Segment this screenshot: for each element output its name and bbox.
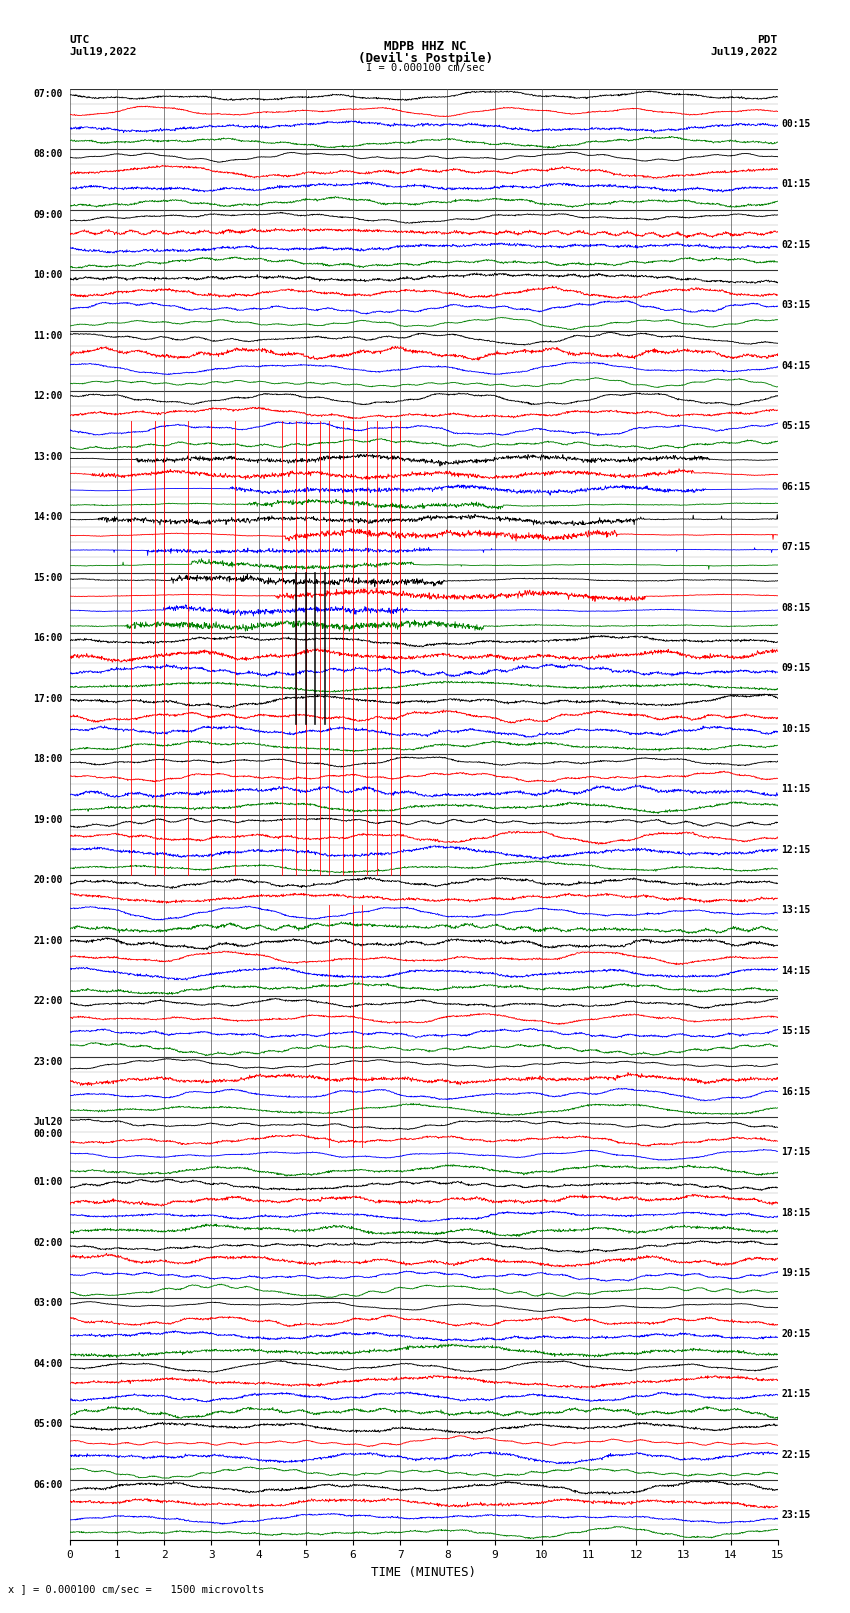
Text: 09:00: 09:00 bbox=[33, 210, 63, 219]
Text: 20:00: 20:00 bbox=[33, 876, 63, 886]
Text: 00:00: 00:00 bbox=[33, 1129, 63, 1139]
Text: 20:15: 20:15 bbox=[781, 1329, 811, 1339]
Text: PDT: PDT bbox=[757, 35, 778, 45]
Text: 05:00: 05:00 bbox=[33, 1419, 63, 1429]
Text: 14:15: 14:15 bbox=[781, 966, 811, 976]
Text: 02:15: 02:15 bbox=[781, 240, 811, 250]
Text: 18:00: 18:00 bbox=[33, 755, 63, 765]
Text: 08:00: 08:00 bbox=[33, 150, 63, 160]
Text: 15:00: 15:00 bbox=[33, 573, 63, 582]
Text: 01:15: 01:15 bbox=[781, 179, 811, 189]
Text: 17:15: 17:15 bbox=[781, 1147, 811, 1157]
Text: 07:15: 07:15 bbox=[781, 542, 811, 552]
Text: 13:00: 13:00 bbox=[33, 452, 63, 461]
Text: 21:00: 21:00 bbox=[33, 936, 63, 945]
Text: 15:15: 15:15 bbox=[781, 1026, 811, 1036]
Text: 06:15: 06:15 bbox=[781, 482, 811, 492]
Text: 18:15: 18:15 bbox=[781, 1208, 811, 1218]
Text: MDPB HHZ NC: MDPB HHZ NC bbox=[383, 40, 467, 53]
Text: Jul19,2022: Jul19,2022 bbox=[70, 47, 137, 56]
Text: 03:00: 03:00 bbox=[33, 1298, 63, 1308]
Text: 23:15: 23:15 bbox=[781, 1510, 811, 1519]
Text: (Devil's Postpile): (Devil's Postpile) bbox=[358, 52, 492, 65]
Text: 08:15: 08:15 bbox=[781, 603, 811, 613]
Text: Jul20: Jul20 bbox=[33, 1118, 63, 1127]
Text: 22:00: 22:00 bbox=[33, 997, 63, 1007]
Text: Jul19,2022: Jul19,2022 bbox=[711, 47, 778, 56]
Text: 07:00: 07:00 bbox=[33, 89, 63, 98]
Text: 12:00: 12:00 bbox=[33, 392, 63, 402]
Text: 11:00: 11:00 bbox=[33, 331, 63, 340]
Text: 03:15: 03:15 bbox=[781, 300, 811, 310]
Text: 17:00: 17:00 bbox=[33, 694, 63, 703]
Text: 19:15: 19:15 bbox=[781, 1268, 811, 1277]
Text: 09:15: 09:15 bbox=[781, 663, 811, 673]
Text: 16:15: 16:15 bbox=[781, 1087, 811, 1097]
Text: 04:00: 04:00 bbox=[33, 1358, 63, 1369]
Text: 19:00: 19:00 bbox=[33, 815, 63, 824]
Text: 10:15: 10:15 bbox=[781, 724, 811, 734]
Text: 10:00: 10:00 bbox=[33, 271, 63, 281]
Text: 22:15: 22:15 bbox=[781, 1450, 811, 1460]
Text: UTC: UTC bbox=[70, 35, 90, 45]
Text: 13:15: 13:15 bbox=[781, 905, 811, 915]
Text: x ] = 0.000100 cm/sec =   1500 microvolts: x ] = 0.000100 cm/sec = 1500 microvolts bbox=[8, 1584, 264, 1594]
Text: 00:15: 00:15 bbox=[781, 119, 811, 129]
Text: 12:15: 12:15 bbox=[781, 845, 811, 855]
Text: 05:15: 05:15 bbox=[781, 421, 811, 431]
Text: 02:00: 02:00 bbox=[33, 1239, 63, 1248]
Text: 21:15: 21:15 bbox=[781, 1389, 811, 1398]
Text: I = 0.000100 cm/sec: I = 0.000100 cm/sec bbox=[366, 63, 484, 73]
X-axis label: TIME (MINUTES): TIME (MINUTES) bbox=[371, 1566, 476, 1579]
Text: 01:00: 01:00 bbox=[33, 1177, 63, 1187]
Text: 14:00: 14:00 bbox=[33, 513, 63, 523]
Text: 16:00: 16:00 bbox=[33, 634, 63, 644]
Text: 11:15: 11:15 bbox=[781, 784, 811, 794]
Text: 23:00: 23:00 bbox=[33, 1057, 63, 1066]
Text: 06:00: 06:00 bbox=[33, 1481, 63, 1490]
Text: 04:15: 04:15 bbox=[781, 361, 811, 371]
